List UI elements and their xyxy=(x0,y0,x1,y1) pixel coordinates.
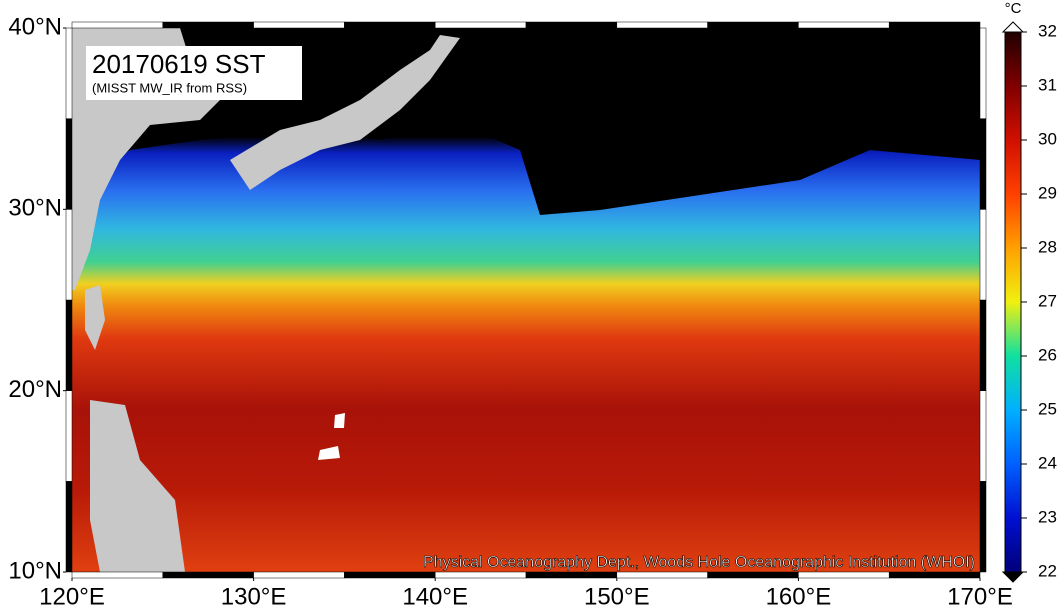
frame xyxy=(434,571,527,579)
colorbar-tick-label: 32 xyxy=(1038,21,1057,40)
no-data xyxy=(318,413,345,460)
frame xyxy=(253,571,345,579)
colorbar-over xyxy=(1001,21,1025,33)
frame xyxy=(65,299,73,391)
frame xyxy=(979,209,987,301)
lat-tick-label: 10°N xyxy=(8,557,62,584)
frame xyxy=(707,571,799,579)
colorbar-tick-label: 26 xyxy=(1038,345,1057,364)
lon-tick-label: 160°E xyxy=(766,583,832,610)
colorbar-tick-label: 22 xyxy=(1038,561,1057,580)
colorbar-tick-label: 28 xyxy=(1038,237,1057,256)
credit: Physical Oceanography Dept., Woods Hole … xyxy=(423,554,975,571)
colorbar-tick-label: 25 xyxy=(1038,399,1057,418)
title-box xyxy=(86,46,302,100)
lat-tick-label: 30°N xyxy=(8,195,62,222)
frame xyxy=(707,21,799,29)
frame xyxy=(344,21,436,29)
land xyxy=(90,400,185,572)
frame xyxy=(798,21,890,29)
map-field xyxy=(72,28,980,572)
frame xyxy=(65,209,73,301)
colorbar xyxy=(1004,31,1022,573)
frame xyxy=(65,481,73,573)
frame xyxy=(65,118,73,210)
lat-tick-label: 40°N xyxy=(8,13,62,40)
map-title: 20170619 SST xyxy=(92,49,266,79)
lon-tick-label: 120°E xyxy=(39,583,105,610)
frame xyxy=(253,21,345,29)
land xyxy=(230,35,460,190)
frame xyxy=(344,571,436,579)
frame xyxy=(979,299,987,391)
colorbar-tick-label: 27 xyxy=(1038,291,1057,310)
frame xyxy=(979,390,987,482)
frame xyxy=(525,21,618,29)
frame xyxy=(434,21,527,29)
frame xyxy=(71,21,164,29)
frame xyxy=(798,571,890,579)
lon-tick-label: 130°E xyxy=(221,583,287,610)
colorbar-under xyxy=(1001,571,1025,583)
frame xyxy=(616,21,708,29)
lat-tick-label: 20°N xyxy=(8,376,62,403)
frame xyxy=(979,481,987,573)
colorbar-tick-label: 31 xyxy=(1038,75,1057,94)
frame xyxy=(71,571,164,579)
lon-tick-label: 150°E xyxy=(584,583,650,610)
frame xyxy=(65,27,73,119)
frame xyxy=(162,571,254,579)
lon-tick-label: 140°E xyxy=(402,583,468,610)
frame xyxy=(888,21,981,29)
frame xyxy=(616,571,708,579)
frame xyxy=(525,571,618,579)
land xyxy=(85,285,105,350)
frame xyxy=(979,27,987,119)
map-subtitle: (MISST MW_IR from RSS) xyxy=(92,80,247,95)
colorbar-tick-label: 23 xyxy=(1038,507,1057,526)
frame xyxy=(65,390,73,482)
colorbar-unit: °C xyxy=(1005,0,1022,17)
frame xyxy=(979,118,987,210)
colorbar-tick-label: 30 xyxy=(1038,129,1057,148)
colorbar-tick-label: 29 xyxy=(1038,183,1057,202)
frame xyxy=(162,21,254,29)
frame xyxy=(888,571,981,579)
colorbar-tick-label: 24 xyxy=(1038,453,1057,472)
lon-tick-label: 170°E xyxy=(947,583,1013,610)
